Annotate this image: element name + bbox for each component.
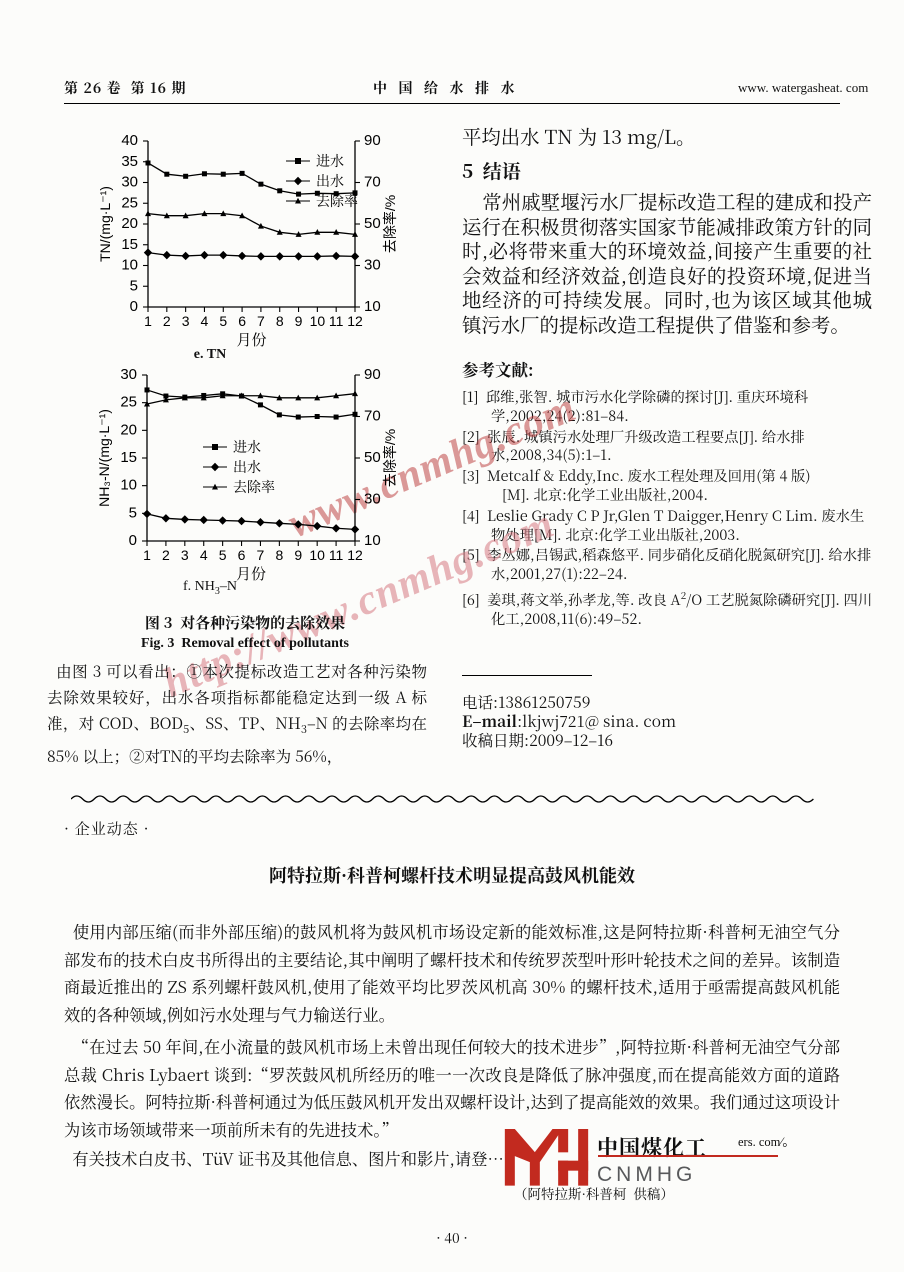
svg-text:0: 0 bbox=[129, 532, 137, 549]
svg-text:6: 6 bbox=[238, 547, 246, 563]
svg-text:3: 3 bbox=[181, 547, 189, 563]
svg-text:去除率/%: 去除率/% bbox=[382, 195, 398, 253]
svg-text:30: 30 bbox=[364, 491, 381, 508]
svg-text:出水: 出水 bbox=[316, 171, 344, 191]
svg-text:5: 5 bbox=[129, 504, 137, 521]
svg-text:8: 8 bbox=[275, 313, 283, 329]
svg-text:7: 7 bbox=[257, 547, 265, 563]
svg-text:NH₃-N/(mg·L⁻¹): NH₃-N/(mg·L⁻¹) bbox=[96, 409, 112, 507]
svg-text:10: 10 bbox=[309, 313, 325, 329]
svg-text:30: 30 bbox=[364, 257, 381, 274]
svg-text:70: 70 bbox=[364, 174, 381, 191]
svg-text:1: 1 bbox=[143, 547, 151, 563]
svg-text:4: 4 bbox=[200, 313, 208, 329]
svg-text:25: 25 bbox=[121, 194, 138, 211]
svg-text:1: 1 bbox=[144, 313, 152, 329]
svg-text:TN/(mg·L⁻¹): TN/(mg·L⁻¹) bbox=[97, 186, 113, 262]
svg-text:0: 0 bbox=[129, 298, 137, 315]
svg-text:35: 35 bbox=[121, 153, 138, 170]
svg-text:2: 2 bbox=[162, 547, 170, 563]
svg-text:50: 50 bbox=[364, 215, 381, 232]
svg-text:10: 10 bbox=[121, 257, 138, 274]
svg-text:去除率/%: 去除率/% bbox=[382, 429, 398, 487]
svg-text:40: 40 bbox=[121, 132, 138, 149]
svg-text:7: 7 bbox=[257, 313, 265, 329]
svg-text:2: 2 bbox=[162, 313, 170, 329]
svg-text:90: 90 bbox=[364, 366, 381, 383]
svg-text:11: 11 bbox=[328, 313, 343, 329]
svg-text:20: 20 bbox=[120, 421, 137, 438]
svg-text:50: 50 bbox=[364, 449, 381, 466]
svg-text:9: 9 bbox=[294, 547, 302, 563]
svg-text:9: 9 bbox=[294, 313, 302, 329]
svg-text:出水: 出水 bbox=[233, 457, 261, 477]
svg-text:5: 5 bbox=[219, 547, 227, 563]
svg-text:3: 3 bbox=[181, 313, 189, 329]
svg-text:90: 90 bbox=[364, 132, 381, 149]
svg-text:15: 15 bbox=[121, 236, 138, 253]
svg-text:30: 30 bbox=[120, 366, 137, 383]
svg-text:20: 20 bbox=[121, 215, 138, 232]
svg-text:30: 30 bbox=[121, 174, 138, 191]
svg-text:4: 4 bbox=[200, 547, 208, 563]
svg-text:5: 5 bbox=[219, 313, 227, 329]
svg-text:去除率: 去除率 bbox=[233, 477, 275, 497]
svg-text:8: 8 bbox=[275, 547, 283, 563]
svg-text:进水: 进水 bbox=[233, 437, 261, 457]
svg-text:11: 11 bbox=[329, 547, 344, 563]
svg-text:进水: 进水 bbox=[316, 151, 344, 171]
svg-text:25: 25 bbox=[120, 394, 137, 411]
svg-text:10: 10 bbox=[364, 298, 381, 315]
svg-text:12: 12 bbox=[347, 547, 363, 563]
svg-text:6: 6 bbox=[238, 313, 246, 329]
svg-text:10: 10 bbox=[309, 547, 325, 563]
svg-text:15: 15 bbox=[120, 449, 137, 466]
svg-text:12: 12 bbox=[347, 313, 363, 329]
svg-text:70: 70 bbox=[364, 408, 381, 425]
svg-text:10: 10 bbox=[364, 532, 381, 549]
svg-text:10: 10 bbox=[120, 477, 137, 494]
svg-text:去除率: 去除率 bbox=[316, 191, 358, 211]
svg-text:5: 5 bbox=[129, 277, 137, 294]
